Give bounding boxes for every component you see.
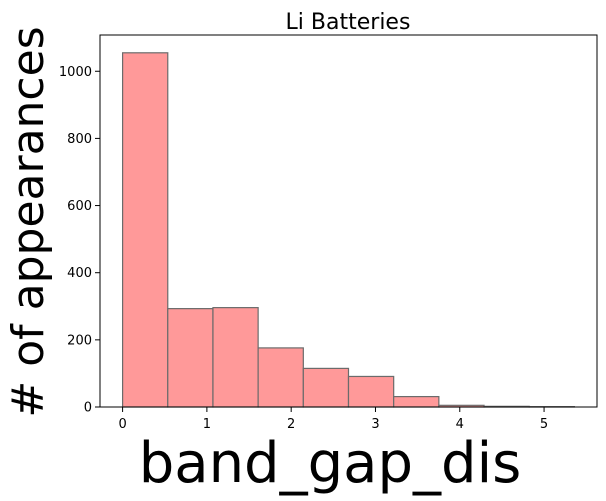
y-tick-label: 0 xyxy=(84,401,92,416)
x-tick-label: 1 xyxy=(203,417,211,432)
y-axis-ticks: 0 200 400 600 800 1000 xyxy=(59,65,100,416)
histogram-bar xyxy=(167,308,214,408)
histogram-bar xyxy=(393,395,440,408)
histogram-bar xyxy=(302,367,350,408)
x-tick-label: 0 xyxy=(118,417,126,432)
y-tick-label: 800 xyxy=(67,132,92,147)
y-tick-label: 600 xyxy=(67,199,92,214)
histogram-bar xyxy=(257,347,304,408)
y-tick-label: 200 xyxy=(67,333,92,348)
histogram-bar xyxy=(212,307,259,408)
x-tick-label: 2 xyxy=(287,417,295,432)
chart-title: Li Batteries xyxy=(286,10,411,35)
y-tick-label: 1000 xyxy=(59,65,92,80)
x-tick-label: 3 xyxy=(371,417,379,432)
plot-frame xyxy=(99,34,598,408)
y-axis-label: # of appearances xyxy=(3,26,54,417)
bars-group xyxy=(121,52,576,408)
x-tick-label: 5 xyxy=(540,417,548,432)
histogram-bar xyxy=(347,375,395,408)
x-axis-label: band_gap_dis xyxy=(139,431,522,496)
histogram-bar xyxy=(121,52,169,408)
y-tick-label: 400 xyxy=(67,266,92,281)
x-tick-label: 4 xyxy=(456,417,464,432)
x-axis-ticks: 0 1 2 3 4 5 xyxy=(118,407,548,432)
